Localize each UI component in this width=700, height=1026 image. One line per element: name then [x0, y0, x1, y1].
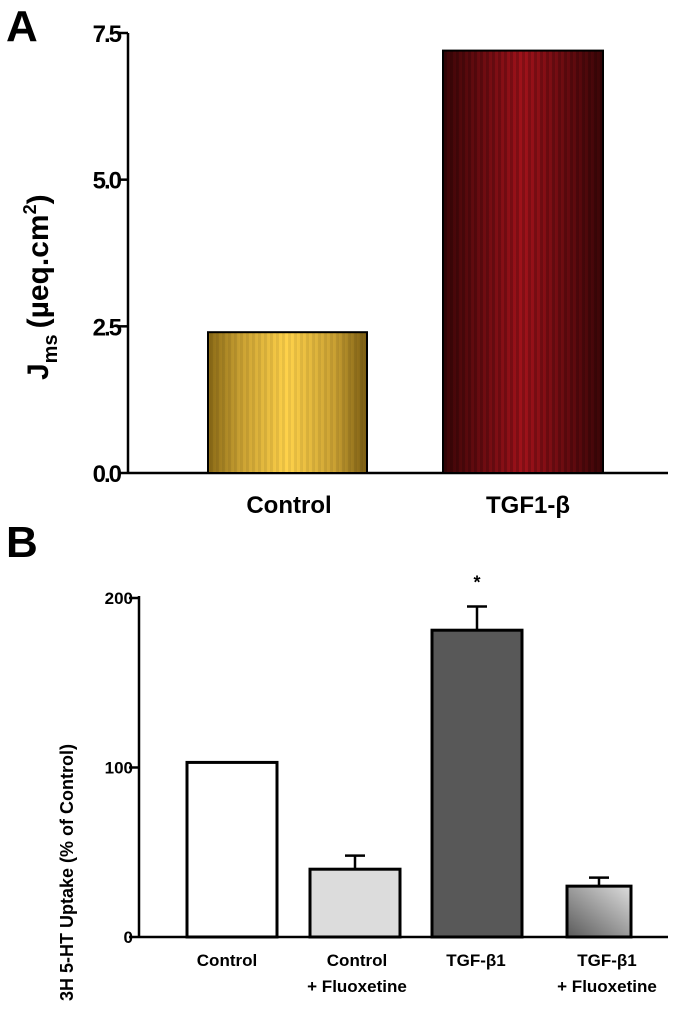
b-tick-label: 100	[105, 759, 133, 778]
b-category-line2: + Fluoxetine	[557, 977, 657, 996]
b-bar-rect	[308, 867, 402, 939]
b-category-line1: TGF-β1	[577, 951, 636, 970]
panel-b-letter: B	[6, 518, 38, 567]
panel-a-bars	[207, 49, 604, 475]
panel-b: B 3H 5-HT Uptake (% of Control) * 0 100 20…	[6, 518, 668, 1001]
b-y-axis-title: 3H 5-HT Uptake (% of Control)	[57, 744, 77, 1001]
panel-a-ticks: 0.0 2.5 5.0 7.5	[93, 21, 128, 488]
b-category-label: TGF-β1 + Fluoxetine	[557, 951, 657, 996]
b-tick-label: 0	[124, 928, 133, 947]
a-tick-label: 2.5	[93, 314, 122, 341]
b-category-line1: Control	[197, 951, 257, 970]
b-category-line1: TGF-β1	[446, 951, 505, 970]
a-tick-label: 5.0	[93, 168, 122, 195]
b-category-label: TGF-β1	[446, 951, 505, 970]
panel-b-bars: *	[185, 572, 633, 939]
panel-a-categories: Control TGF1-β	[246, 492, 570, 519]
a-y-axis-title: Jms(µeq.cm2)	[20, 194, 62, 380]
b-bar-4	[565, 876, 633, 939]
b-bar-1	[185, 760, 279, 939]
panel-b-y-axis-label: 3H 5-HT Uptake (% of Control)	[57, 744, 77, 1001]
a-tick-label: 7.5	[93, 21, 122, 48]
a-category-label: Control	[246, 492, 331, 519]
b-tick-label: 200	[105, 589, 133, 608]
a-tick-label: 0.0	[93, 461, 122, 488]
b-category-label: Control	[197, 951, 257, 970]
a-bar-1	[207, 331, 368, 475]
panel-b-ticks: 0 100 200	[105, 589, 139, 947]
panel-a-y-axis-label: Jms(µeq.cm2)	[20, 194, 62, 380]
b-bar-2	[308, 854, 402, 939]
a-bar-outline	[442, 49, 604, 474]
panel-a: A Jms(µeq.cm2) 0.0 2.5 5.0 7.5 Control TGF1-…	[6, 2, 668, 519]
b-category-line1: Control	[327, 951, 387, 970]
b-bar-rect	[565, 884, 633, 939]
a-category-label: TGF1-β	[486, 492, 570, 519]
b-bar-rect	[430, 628, 524, 939]
panel-b-categories: Control Control + Fluoxetine TGF-β1 TGF-β1 + …	[197, 951, 657, 996]
b-category-line2: + Fluoxetine	[307, 977, 407, 996]
b-category-label: Control + Fluoxetine	[307, 951, 407, 996]
panel-a-letter: A	[6, 2, 38, 51]
b-significance-marker: *	[473, 572, 480, 592]
a-bar-outline	[207, 331, 368, 475]
b-bar-3	[430, 605, 524, 939]
b-bar-rect	[185, 760, 279, 939]
a-bar-2	[442, 49, 604, 474]
